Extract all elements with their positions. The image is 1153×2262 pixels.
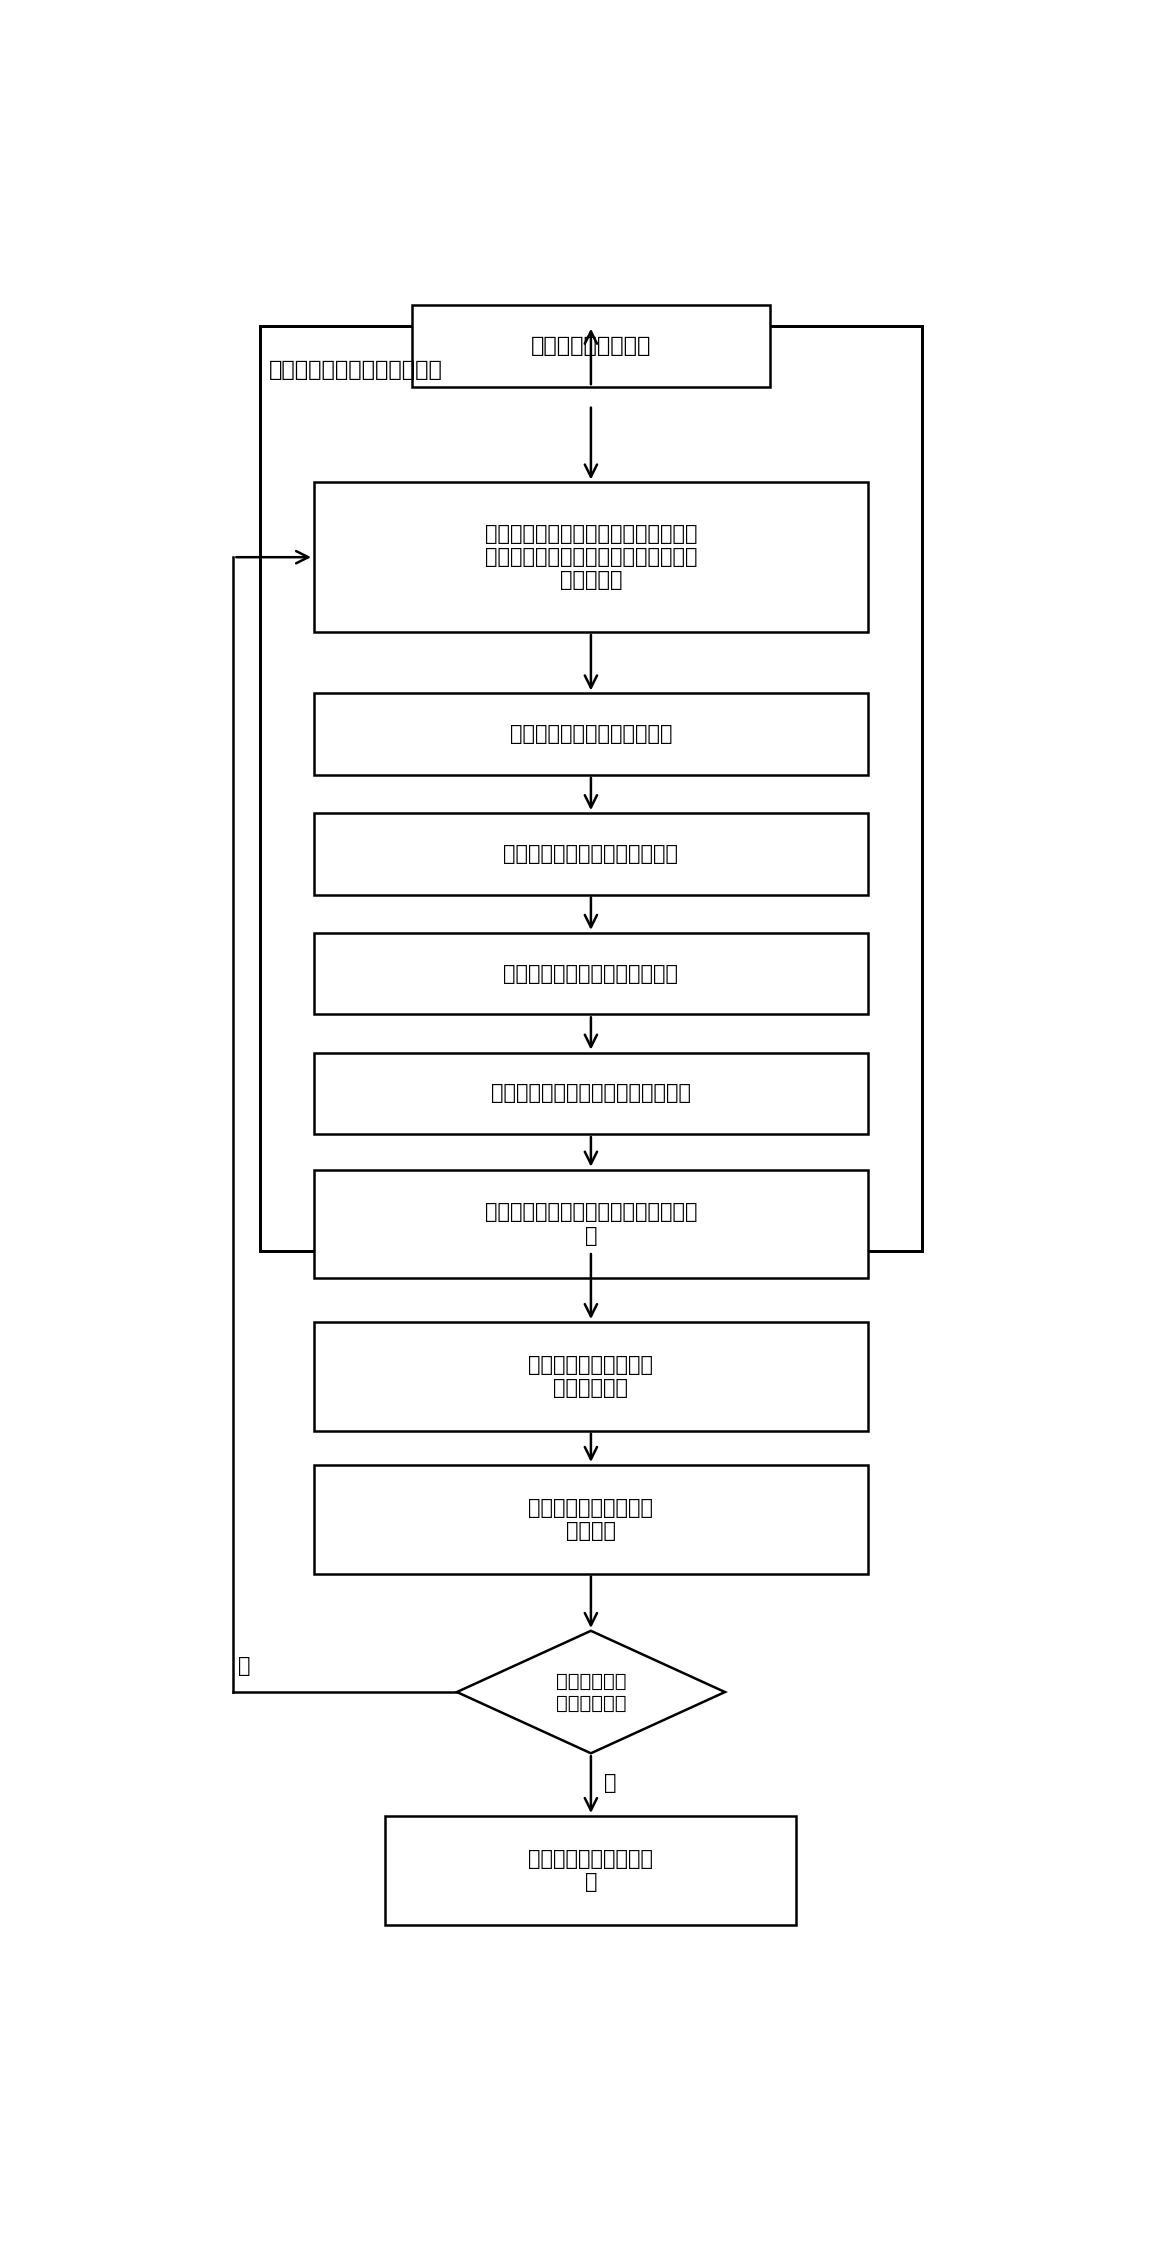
Bar	[314, 1466, 868, 1574]
Bar	[385, 1816, 797, 1925]
Polygon shape	[457, 1631, 725, 1753]
Text: 在铰点处建立系统的动力学方程: 在铰点处建立系统的动力学方程	[504, 844, 678, 864]
Bar	[314, 1169, 868, 1278]
Bar	[314, 812, 868, 896]
Text: 引入广义质量矩阵及广义力矩阵: 引入广义质量矩阵及广义力矩阵	[504, 964, 678, 984]
Bar	[261, 326, 921, 1251]
Text: 将伞运动的非定常性而引起的气动力或
力矩的增量部分用附加质量和附加转动
惯量来表示: 将伞运动的非定常性而引起的气动力或 力矩的增量部分用附加质量和附加转动 惯量来表…	[484, 525, 698, 590]
Bar	[314, 482, 868, 631]
Text: 是: 是	[604, 1773, 617, 1794]
Text: 对伞弹系统进行九自由度建模: 对伞弹系统进行九自由度建模	[270, 360, 443, 380]
Bar	[413, 305, 770, 387]
Text: 是否和真实的
运动规律相符: 是否和真实的 运动规律相符	[556, 1672, 626, 1712]
Text: 得到伞弹系统的九自由度动力学方程: 得到伞弹系统的九自由度动力学方程	[491, 1083, 691, 1104]
Text: 引入伞的广义质量及广义惯量: 引入伞的广义质量及广义惯量	[510, 724, 672, 744]
Text: 通过伞弹系统铰点处位移可得运动学方
程: 通过伞弹系统铰点处位移可得运动学方 程	[484, 1203, 698, 1246]
Bar	[314, 692, 868, 776]
Text: 采集需要输入的数据: 采集需要输入的数据	[530, 337, 651, 357]
Bar	[314, 932, 868, 1013]
Text: 输出弹道计算结果，并
进行分析: 输出弹道计算结果，并 进行分析	[528, 1497, 654, 1540]
Text: 弹道计算结束的条件，
进行弹道仿真: 弹道计算结束的条件， 进行弹道仿真	[528, 1355, 654, 1398]
Text: 完成伞弹系统弹道的设
计: 完成伞弹系统弹道的设 计	[528, 1848, 654, 1891]
Bar	[314, 1321, 868, 1432]
Text: 否: 否	[238, 1656, 250, 1676]
Bar	[314, 1052, 868, 1133]
